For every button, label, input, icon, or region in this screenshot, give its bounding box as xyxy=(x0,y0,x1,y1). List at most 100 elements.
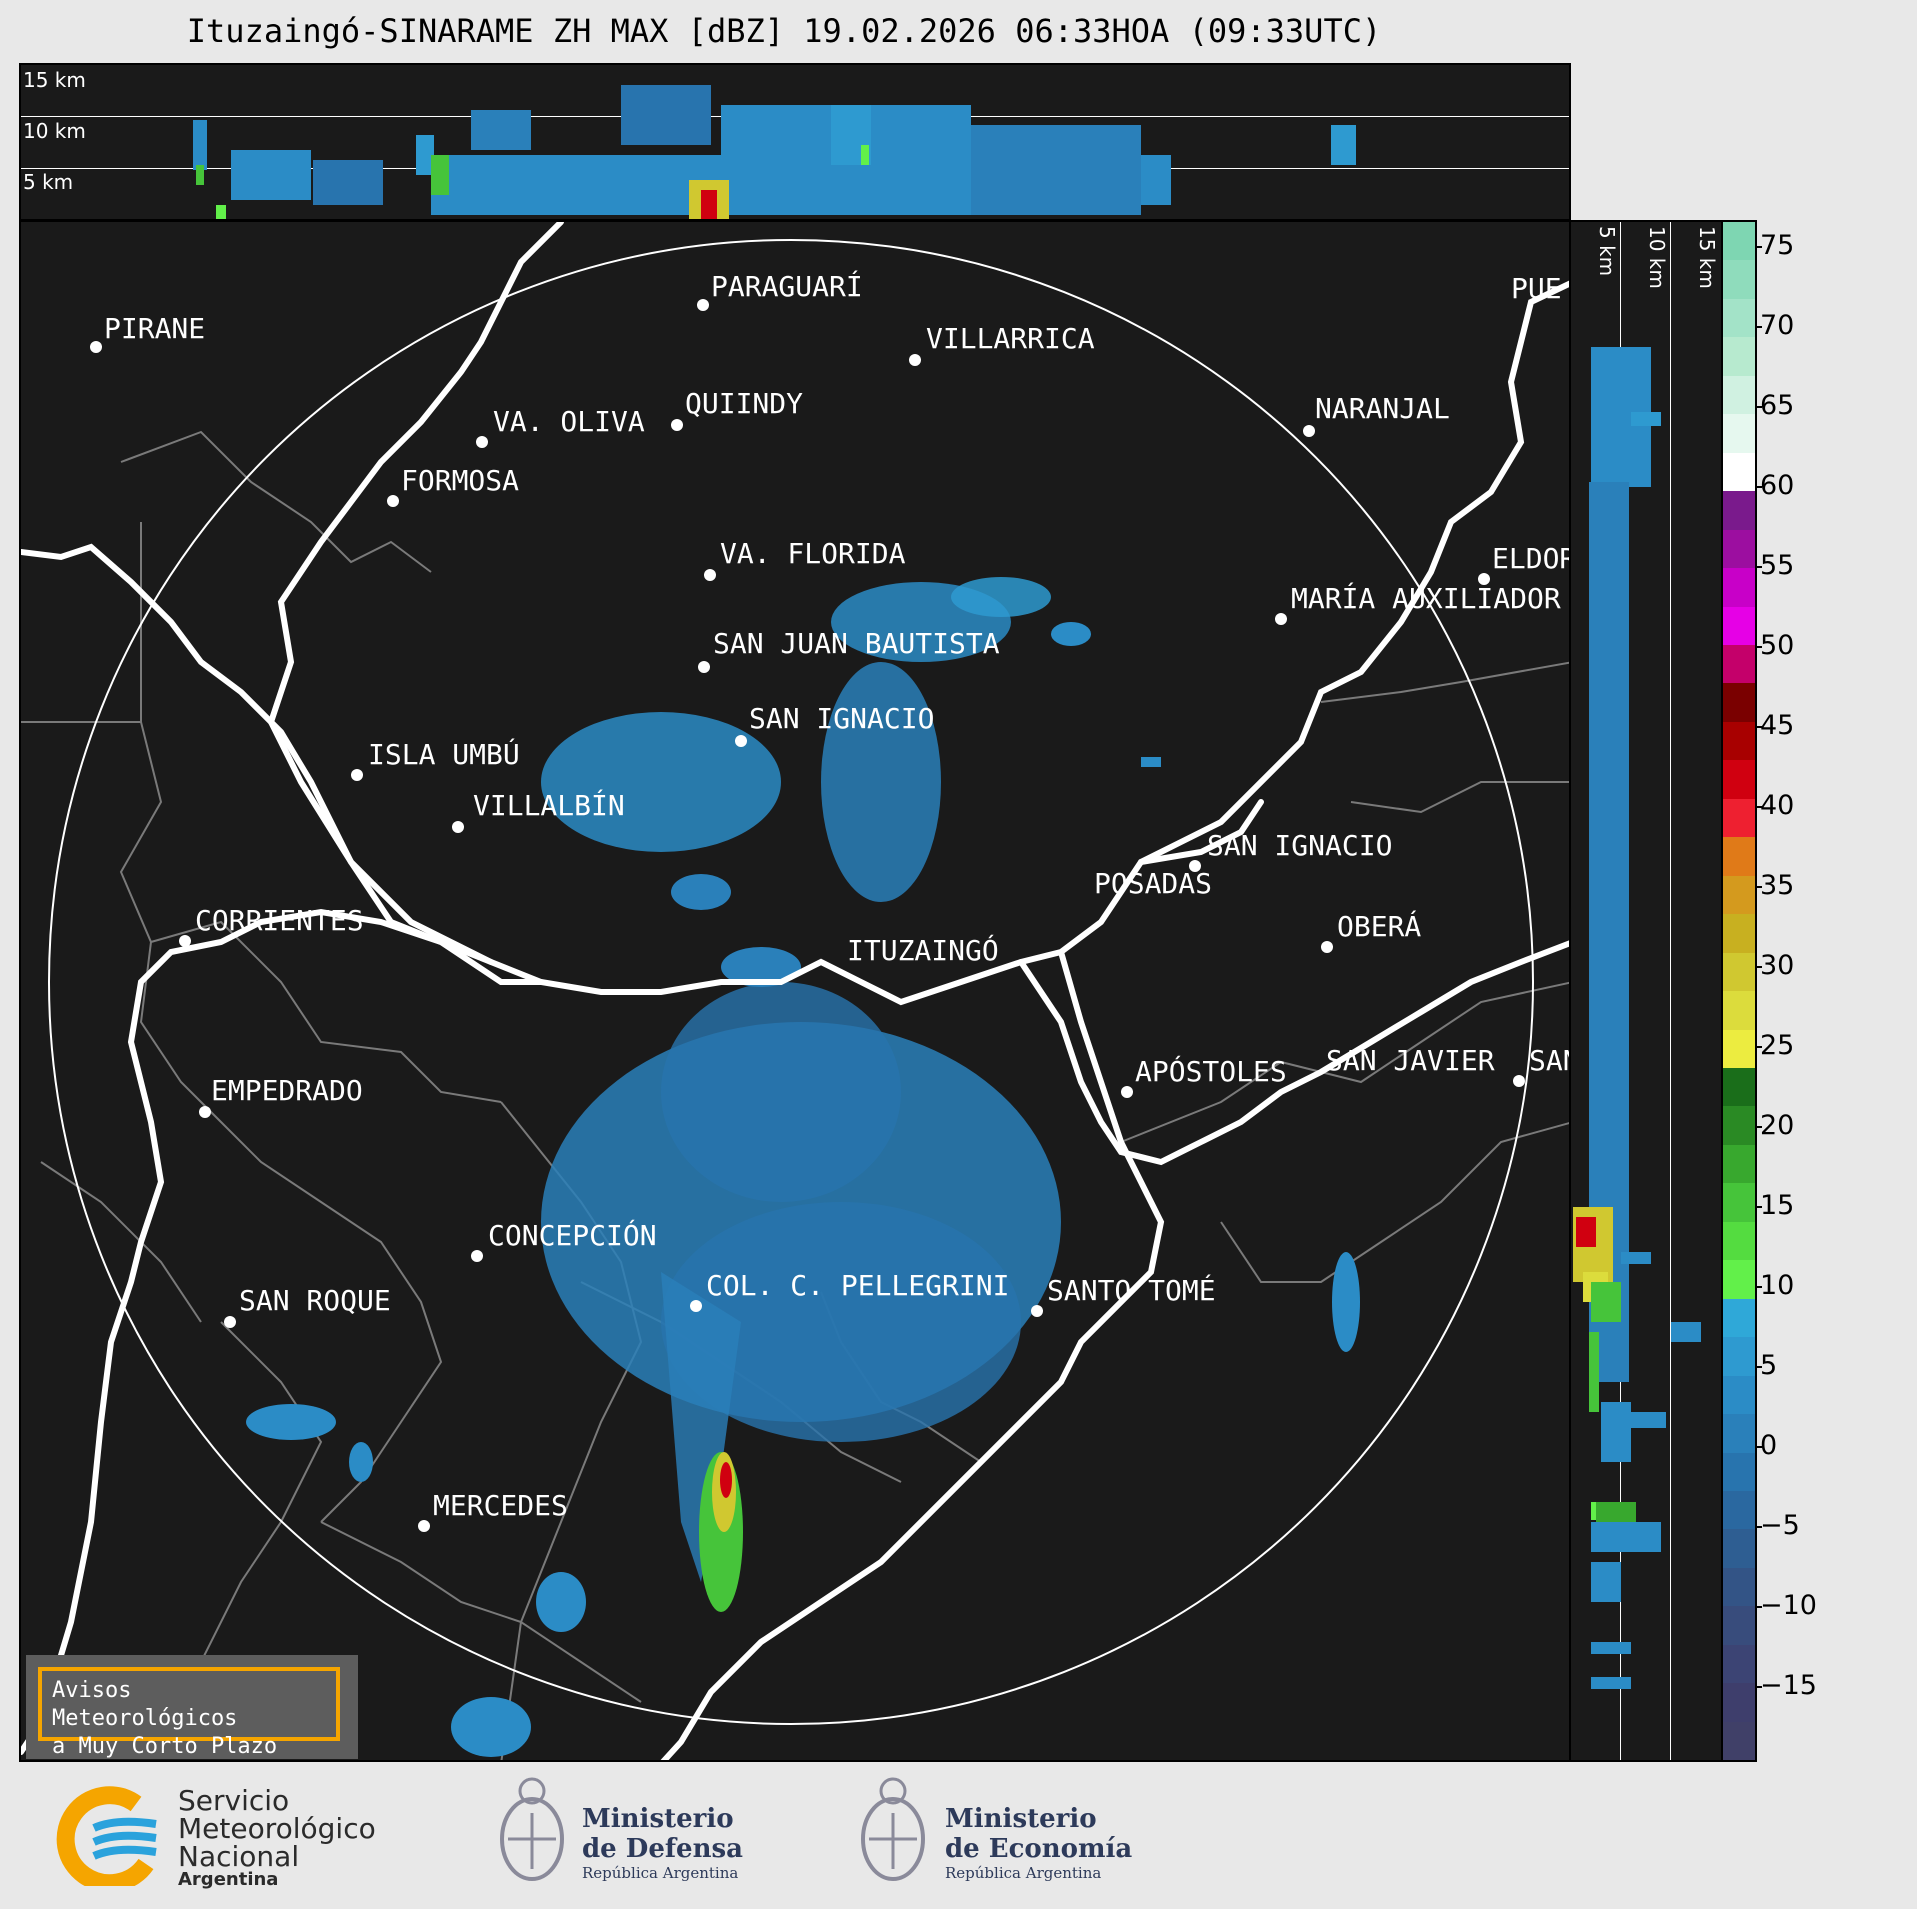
height-label-10km: 10 km xyxy=(23,119,86,143)
colorbar-tick-label: 35 xyxy=(1755,870,1795,901)
colorbar-tick-label: 0 xyxy=(1755,1430,1778,1461)
smn-line-2: Meteorológico xyxy=(178,1812,376,1845)
city-formosa: FORMOSA xyxy=(401,464,520,497)
colorbar-segment xyxy=(1723,414,1755,453)
colorbar-tick-label: 70 xyxy=(1755,310,1795,341)
colorbar-segment xyxy=(1723,875,1755,915)
colorbar-segment xyxy=(1723,1221,1755,1261)
city-isla-umbu: ISLA UMBÚ xyxy=(368,738,520,771)
height-label-5km: 5 km xyxy=(23,170,74,194)
colorbar-segment xyxy=(1723,683,1755,722)
colorbar-segment xyxy=(1723,1452,1755,1491)
height-profile-top: 15 km 10 km 5 km xyxy=(19,63,1571,221)
colorbar-tick-label: −10 xyxy=(1756,1590,1817,1621)
colorbar-tick-label: 60 xyxy=(1755,470,1795,501)
top-echo-profile xyxy=(193,85,1356,219)
city-naranjal: NARANJAL xyxy=(1315,392,1450,425)
city-eldor: ELDOR xyxy=(1492,542,1571,575)
colorbar-segment xyxy=(1723,952,1755,992)
smn-logo-icon xyxy=(56,1786,157,1886)
colorbar-tick-label: 5 xyxy=(1755,1350,1778,1381)
colorbar-segment xyxy=(1723,644,1755,684)
colorbar-tick-label: 65 xyxy=(1755,390,1795,421)
height-profile-side: 5 km 10 km 15 km xyxy=(1569,220,1723,1762)
colorbar-segment xyxy=(1723,1490,1755,1530)
city-san-javier: SAN JAVIER xyxy=(1326,1044,1495,1077)
city-corrientes: CORRIENTES xyxy=(195,904,364,937)
city-apostoles: APÓSTOLES xyxy=(1135,1055,1287,1088)
colorbar-tick-label: 40 xyxy=(1755,790,1795,821)
colorbar-segment xyxy=(1723,1067,1755,1107)
side-echo-profile xyxy=(1573,347,1701,1689)
colorbar-segment xyxy=(1723,606,1755,645)
colorbar-segment xyxy=(1723,760,1755,799)
height-line-10km-v xyxy=(1670,222,1671,1760)
colorbar-tick-label: −15 xyxy=(1756,1670,1817,1701)
city-san-ignacio-ar: SAN IGNACIO xyxy=(1207,829,1393,862)
height-label-15km-v: 15 km xyxy=(1695,226,1719,289)
city-empedrado: EMPEDRADO xyxy=(211,1074,363,1107)
colorbar-segment xyxy=(1723,1183,1755,1222)
smn-line-3: Nacional xyxy=(178,1840,300,1873)
city-posadas: POSADAS xyxy=(1094,867,1213,900)
city-pirane: PIRANE xyxy=(104,312,206,345)
colorbar-tick-label: 75 xyxy=(1755,230,1795,261)
height-label-15km: 15 km xyxy=(23,68,86,92)
smn-line-4: Argentina xyxy=(178,1869,279,1890)
colorbar-tick-label: −5 xyxy=(1756,1510,1800,1541)
colorbar-segment xyxy=(1723,991,1755,1030)
economia-line-2: de Economía xyxy=(945,1834,1133,1864)
city-villalbin: VILLALBÍN xyxy=(473,789,625,822)
colorbar-segment xyxy=(1723,1375,1755,1415)
smn-line-1: Servicio xyxy=(178,1784,290,1817)
chart-title: Ituzaingó-SINARAME ZH MAX [dBZ] 19.02.20… xyxy=(186,12,1382,50)
city-san-roque: SAN ROQUE xyxy=(239,1284,391,1317)
colorbar-segment xyxy=(1723,298,1755,338)
colorbar-segment xyxy=(1723,914,1755,953)
colorbar-segment xyxy=(1723,452,1755,492)
city-pue-partial: PUE xyxy=(1511,272,1562,305)
economia-line-3: República Argentina xyxy=(945,1864,1102,1882)
colorbar-segment xyxy=(1723,375,1755,415)
colorbar-tick-label: 50 xyxy=(1755,630,1795,661)
colorbar-segment xyxy=(1723,1683,1755,1722)
city-quiindy: QUIINDY xyxy=(685,387,804,420)
colorbar-tick-label: 55 xyxy=(1755,550,1795,581)
colorbar-segment xyxy=(1723,337,1755,376)
colorbar xyxy=(1721,220,1757,1762)
height-label-10km-v: 10 km xyxy=(1645,226,1669,289)
colorbar-segment xyxy=(1723,529,1755,569)
colorbar-segment xyxy=(1723,1029,1755,1068)
colorbar-tick-label: 10 xyxy=(1755,1270,1795,1301)
city-villarrica: VILLARRICA xyxy=(926,322,1095,355)
defensa-line-2: de Defensa xyxy=(582,1834,743,1864)
city-concepcion: CONCEPCIÓN xyxy=(488,1219,657,1252)
city-maria-auxiliador: MARÍA AUXILIADOR xyxy=(1291,582,1561,615)
colorbar-segment xyxy=(1723,1414,1755,1453)
alert-line-2: a Muy Corto Plazo xyxy=(52,1734,278,1759)
city-san-partial: SAN xyxy=(1529,1044,1569,1077)
colorbar-segment xyxy=(1723,1721,1755,1761)
city-san-ignacio-py: SAN IGNACIO xyxy=(749,702,935,735)
colorbar-segment xyxy=(1723,837,1755,876)
colorbar-tick-label: 20 xyxy=(1755,1110,1795,1141)
defensa-line-1: Ministerio xyxy=(582,1804,734,1834)
colorbar-segment xyxy=(1723,1567,1755,1607)
city-santo-tome: SANTO TOMÉ xyxy=(1047,1274,1216,1307)
city-obera: OBERÁ xyxy=(1337,910,1422,943)
defensa-line-3: República Argentina xyxy=(582,1864,739,1882)
city-va-florida: VA. FLORIDA xyxy=(720,537,906,570)
alert-box[interactable]: Avisos Meteorológicos a Muy Corto Plazo xyxy=(26,1655,358,1759)
city-ituzaingo: ITUZAINGÓ xyxy=(847,934,999,967)
colorbar-segment xyxy=(1723,1337,1755,1376)
colorbar-segment xyxy=(1723,491,1755,530)
colorbar-segment xyxy=(1723,1298,1755,1338)
map-drawing xyxy=(21,222,1569,1760)
argentina-seal-icon xyxy=(861,1777,925,1881)
city-san-juan-bautista: SAN JUAN BAUTISTA xyxy=(713,627,1000,660)
colorbar-segment xyxy=(1723,568,1755,607)
colorbar-tick-label: 25 xyxy=(1755,1030,1795,1061)
economia-line-1: Ministerio xyxy=(945,1804,1097,1834)
city-col-c-pellegrini: COL. C. PELLEGRINI xyxy=(706,1269,1010,1302)
colorbar-segment xyxy=(1723,260,1755,299)
